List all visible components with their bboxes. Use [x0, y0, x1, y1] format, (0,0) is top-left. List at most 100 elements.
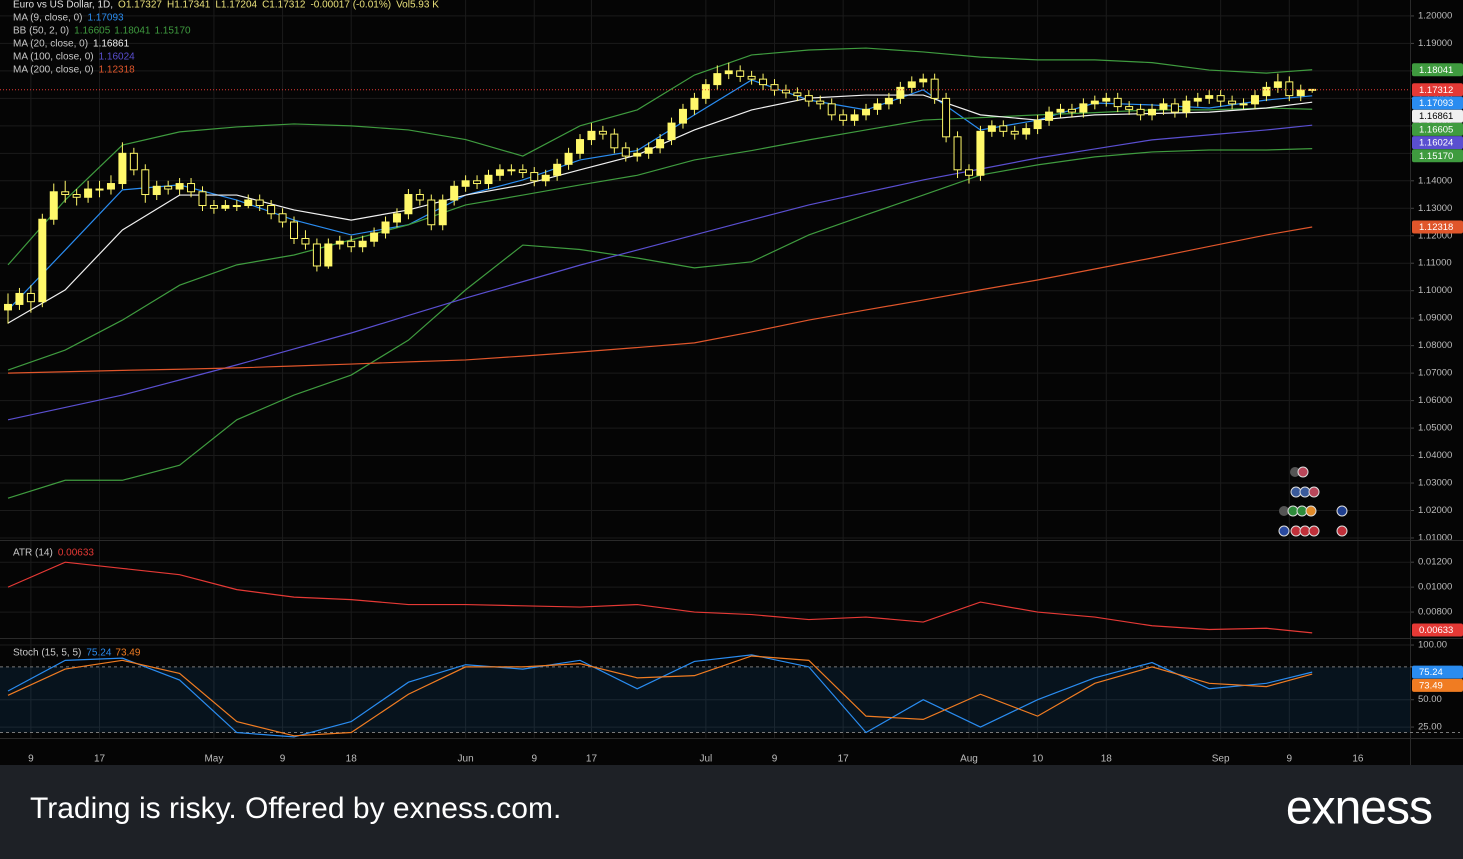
legend-value: 1.18041: [114, 26, 151, 37]
event-icon[interactable]: [1308, 486, 1320, 498]
candle-body: [1262, 86, 1271, 97]
candle-body: [164, 185, 173, 190]
indicator-line: [7, 47, 1313, 266]
event-icon[interactable]: [1297, 466, 1309, 478]
indicator-line: [7, 148, 1313, 499]
x-tick-label: 18: [1101, 754, 1113, 765]
y-tick-label: 1.12000: [1418, 230, 1452, 241]
candle-body: [450, 185, 459, 201]
y-tick-label: 1.03000: [1418, 478, 1452, 489]
axis-tag-label: 1.16861: [1419, 111, 1453, 122]
indicator-line: [7, 107, 1313, 371]
axis-tag: [1412, 623, 1463, 637]
chart-title: Euro vs US Dollar, 1D,: [13, 0, 113, 11]
legend-entry: MA (20, close, 0): [13, 39, 88, 50]
candle-body: [38, 218, 47, 303]
indicator-line: [7, 226, 1313, 374]
candle-body: [1056, 108, 1065, 113]
candle-body: [1296, 89, 1305, 97]
candle-body: [484, 174, 493, 185]
indicator-line: [7, 94, 1313, 324]
candle-body: [324, 243, 333, 267]
candle-body: [896, 86, 905, 99]
candle-body: [987, 125, 996, 132]
series-line: [7, 655, 1313, 737]
candle-body: [1148, 108, 1157, 116]
candle-body: [415, 194, 424, 201]
x-tick-label: Aug: [960, 754, 978, 765]
legend-value: 1.12318: [99, 65, 136, 76]
candle-body: [1205, 95, 1214, 99]
legend-entry: MA (9, close, 0): [13, 13, 82, 24]
brand-logo: exness: [1286, 782, 1432, 835]
candle-body: [26, 292, 35, 303]
candle-body: [335, 240, 344, 245]
candle-body: [244, 199, 253, 207]
candle-body: [953, 136, 962, 171]
candle-body: [621, 147, 630, 157]
event-icon[interactable]: [1308, 525, 1320, 537]
candle-body: [1045, 111, 1054, 121]
candle-body: [724, 70, 733, 75]
legend-value: 1.17093: [87, 13, 124, 24]
ohlc-header: Vol5.93 K: [396, 0, 439, 11]
candle-body: [118, 152, 127, 185]
candle-body: [564, 152, 573, 165]
ohlc-header: -0.00017 (-0.01%): [310, 0, 391, 11]
candle-body: [839, 114, 848, 121]
candle-body: [827, 103, 836, 116]
event-icon[interactable]: [1336, 525, 1348, 537]
y-tick-label: 1.13000: [1418, 203, 1452, 214]
candle-body: [1193, 97, 1202, 102]
candle-body: [175, 183, 184, 190]
y-tick-label: 25.00: [1418, 722, 1442, 733]
stoch-band: [0, 666, 1410, 733]
candle-body: [701, 84, 710, 99]
candle-body: [964, 169, 973, 176]
event-icon[interactable]: [1305, 505, 1317, 517]
candle-body: [347, 240, 356, 248]
y-tick-label: 1.09000: [1418, 313, 1452, 324]
candle-body: [942, 97, 951, 138]
candle-body: [370, 232, 379, 242]
event-icon[interactable]: [1336, 505, 1348, 517]
x-tick-label: 17: [94, 754, 106, 765]
x-tick-label: 16: [1352, 754, 1364, 765]
candle-body: [759, 78, 768, 86]
candle-body: [576, 139, 585, 154]
axis-tag-label: 73.49: [1419, 680, 1443, 691]
candle-body: [1250, 95, 1259, 105]
axis-tag: [1412, 678, 1463, 692]
candle-body: [816, 100, 825, 105]
legend-value: 0.00633: [58, 548, 95, 559]
candle-body: [404, 194, 413, 215]
y-tick-label: 0.01200: [1418, 557, 1452, 568]
legend-value: 1.16024: [99, 52, 136, 63]
axis-tags: 1.18041 1.17312 1.17093 1.16861 1.16605 1.160…: [1412, 63, 1463, 692]
event-icon[interactable]: [1279, 506, 1289, 516]
candle-body: [804, 95, 813, 102]
legend-value: 1.15170: [154, 26, 191, 37]
plot: [0, 47, 1460, 738]
legend-value: 73.49: [115, 648, 140, 659]
candle-body: [198, 191, 207, 207]
candle-body: [1113, 97, 1122, 108]
legend-entry: Stoch (15, 5, 5): [13, 648, 81, 659]
candle-body: [141, 169, 150, 196]
axis-tag-label: 1.17312: [1419, 85, 1453, 96]
series-line: [7, 654, 1313, 738]
event-icon[interactable]: [1290, 467, 1300, 477]
indicator-line: [7, 124, 1313, 421]
candle-body: [1182, 100, 1191, 113]
x-tick-label: Jul: [699, 754, 712, 765]
event-icon[interactable]: [1278, 525, 1290, 537]
candle-body: [392, 213, 401, 223]
x-tick-label: 9: [772, 754, 778, 765]
candle-body: [267, 205, 276, 215]
candle-body: [530, 172, 539, 182]
axis-tag-label: 1.15170: [1419, 151, 1453, 162]
candle-body: [736, 70, 745, 77]
candle-body: [793, 92, 802, 97]
axis-tag-label: 1.17093: [1419, 98, 1453, 109]
